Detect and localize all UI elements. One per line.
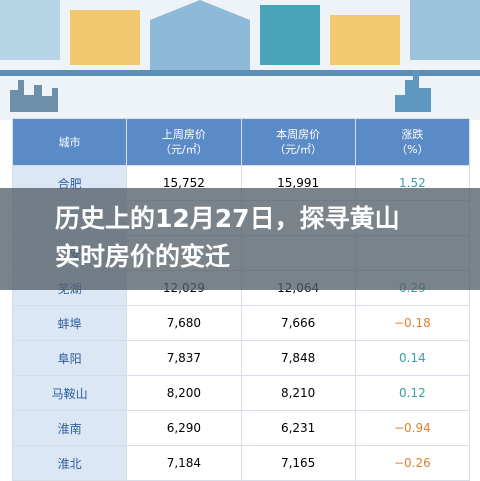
table-cell: 0.14	[354, 340, 471, 376]
table-cell: 6,290	[126, 410, 242, 446]
header-text: 上周房价	[161, 128, 206, 141]
table-row: 蚌埠 7,680 7,666 −0.18	[11, 305, 471, 341]
table-cell: 7,848	[240, 340, 356, 376]
table-row: 阜阳 7,837 7,848 0.14	[11, 340, 471, 376]
table-cell: 8,210	[240, 375, 356, 411]
header-row: 城市 上周房价 （元/㎡） 本周房价 （元/㎡） 涨跌 （%）	[11, 118, 471, 166]
table-cell: 蚌埠	[11, 305, 128, 341]
header-text: （元/㎡）	[274, 143, 322, 156]
table-cell: 7,165	[240, 445, 356, 481]
table-cell: −0.94	[354, 410, 471, 446]
table-cell: 6,231	[240, 410, 356, 446]
title: 历史上的12月27日，探寻黄山实时房价的变迁	[55, 204, 400, 271]
header-cell: 城市	[11, 118, 128, 166]
table-row: 淮北 7,184 7,165 −0.26	[11, 445, 471, 481]
table-cell: 7,666	[240, 305, 356, 341]
header-text: （%）	[396, 143, 429, 156]
table-cell: 7,184	[126, 445, 242, 481]
header-cell: 上周房价 （元/㎡）	[126, 118, 242, 166]
header-text: 涨跌	[401, 128, 424, 141]
header-text: 城市	[58, 135, 81, 149]
table-cell: 马鞍山	[11, 375, 128, 411]
table-cell: 7,680	[126, 305, 242, 341]
table-cell: 8,200	[126, 375, 242, 411]
table-cell: 7,837	[126, 340, 242, 376]
table-cell: −0.18	[354, 305, 471, 341]
table-cell: 淮北	[11, 445, 128, 481]
price-table: 城市 上周房价 （元/㎡） 本周房价 （元/㎡） 涨跌 （%） 合肥 15,752 15,991 1…	[11, 118, 471, 481]
header-cell: 本周房价 （元/㎡）	[240, 118, 356, 166]
header-cell: 涨跌 （%）	[354, 118, 471, 166]
table-row: 淮南 6,290 6,231 −0.94	[11, 410, 471, 446]
table-row: 马鞍山 8,200 8,210 0.12	[11, 375, 471, 411]
header-text: 本周房价	[276, 128, 321, 141]
header-text: （元/㎡）	[160, 143, 208, 156]
table-cell: 淮南	[11, 410, 128, 446]
title-banner: 历史上的12月27日，探寻黄山实时房价的变迁	[0, 188, 480, 290]
table-cell: 0.12	[354, 375, 471, 411]
table-cell: −0.26	[354, 445, 471, 481]
table-cell: 阜阳	[11, 340, 128, 376]
city-illustration	[0, 0, 480, 120]
